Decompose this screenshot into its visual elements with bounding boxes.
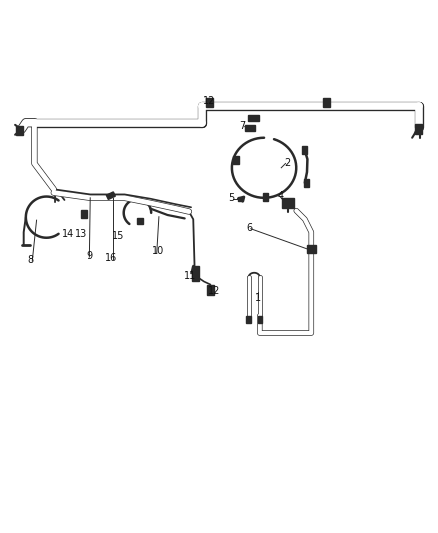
Bar <box>248 116 259 122</box>
Text: 15: 15 <box>112 231 124 241</box>
Bar <box>258 316 262 322</box>
Bar <box>304 179 309 187</box>
Bar <box>302 146 307 154</box>
Bar <box>233 156 239 164</box>
Text: 12: 12 <box>208 286 220 296</box>
Text: 4: 4 <box>277 191 283 201</box>
Text: 5: 5 <box>228 193 234 203</box>
Text: 13: 13 <box>74 229 87 239</box>
Text: 2: 2 <box>285 158 291 167</box>
Text: 6: 6 <box>247 223 253 233</box>
Bar <box>262 193 268 201</box>
Bar <box>106 192 115 199</box>
Bar <box>206 98 213 107</box>
Bar <box>245 125 254 131</box>
Text: 14: 14 <box>62 229 74 239</box>
Bar <box>138 217 143 224</box>
Bar <box>238 197 243 201</box>
Bar <box>323 98 330 107</box>
Bar <box>247 316 251 322</box>
Text: 9: 9 <box>86 251 92 261</box>
Text: 7: 7 <box>240 120 246 131</box>
Text: 12: 12 <box>203 96 216 106</box>
Text: 10: 10 <box>152 246 164 256</box>
Text: 11: 11 <box>184 271 196 281</box>
Text: 1: 1 <box>255 293 261 303</box>
Bar <box>307 246 315 253</box>
Bar <box>15 126 23 135</box>
Bar <box>81 211 87 218</box>
Text: 8: 8 <box>27 255 33 265</box>
Bar <box>207 285 214 295</box>
Bar <box>415 124 423 134</box>
Text: 16: 16 <box>105 253 117 263</box>
Bar <box>192 266 199 281</box>
Bar <box>282 198 294 208</box>
